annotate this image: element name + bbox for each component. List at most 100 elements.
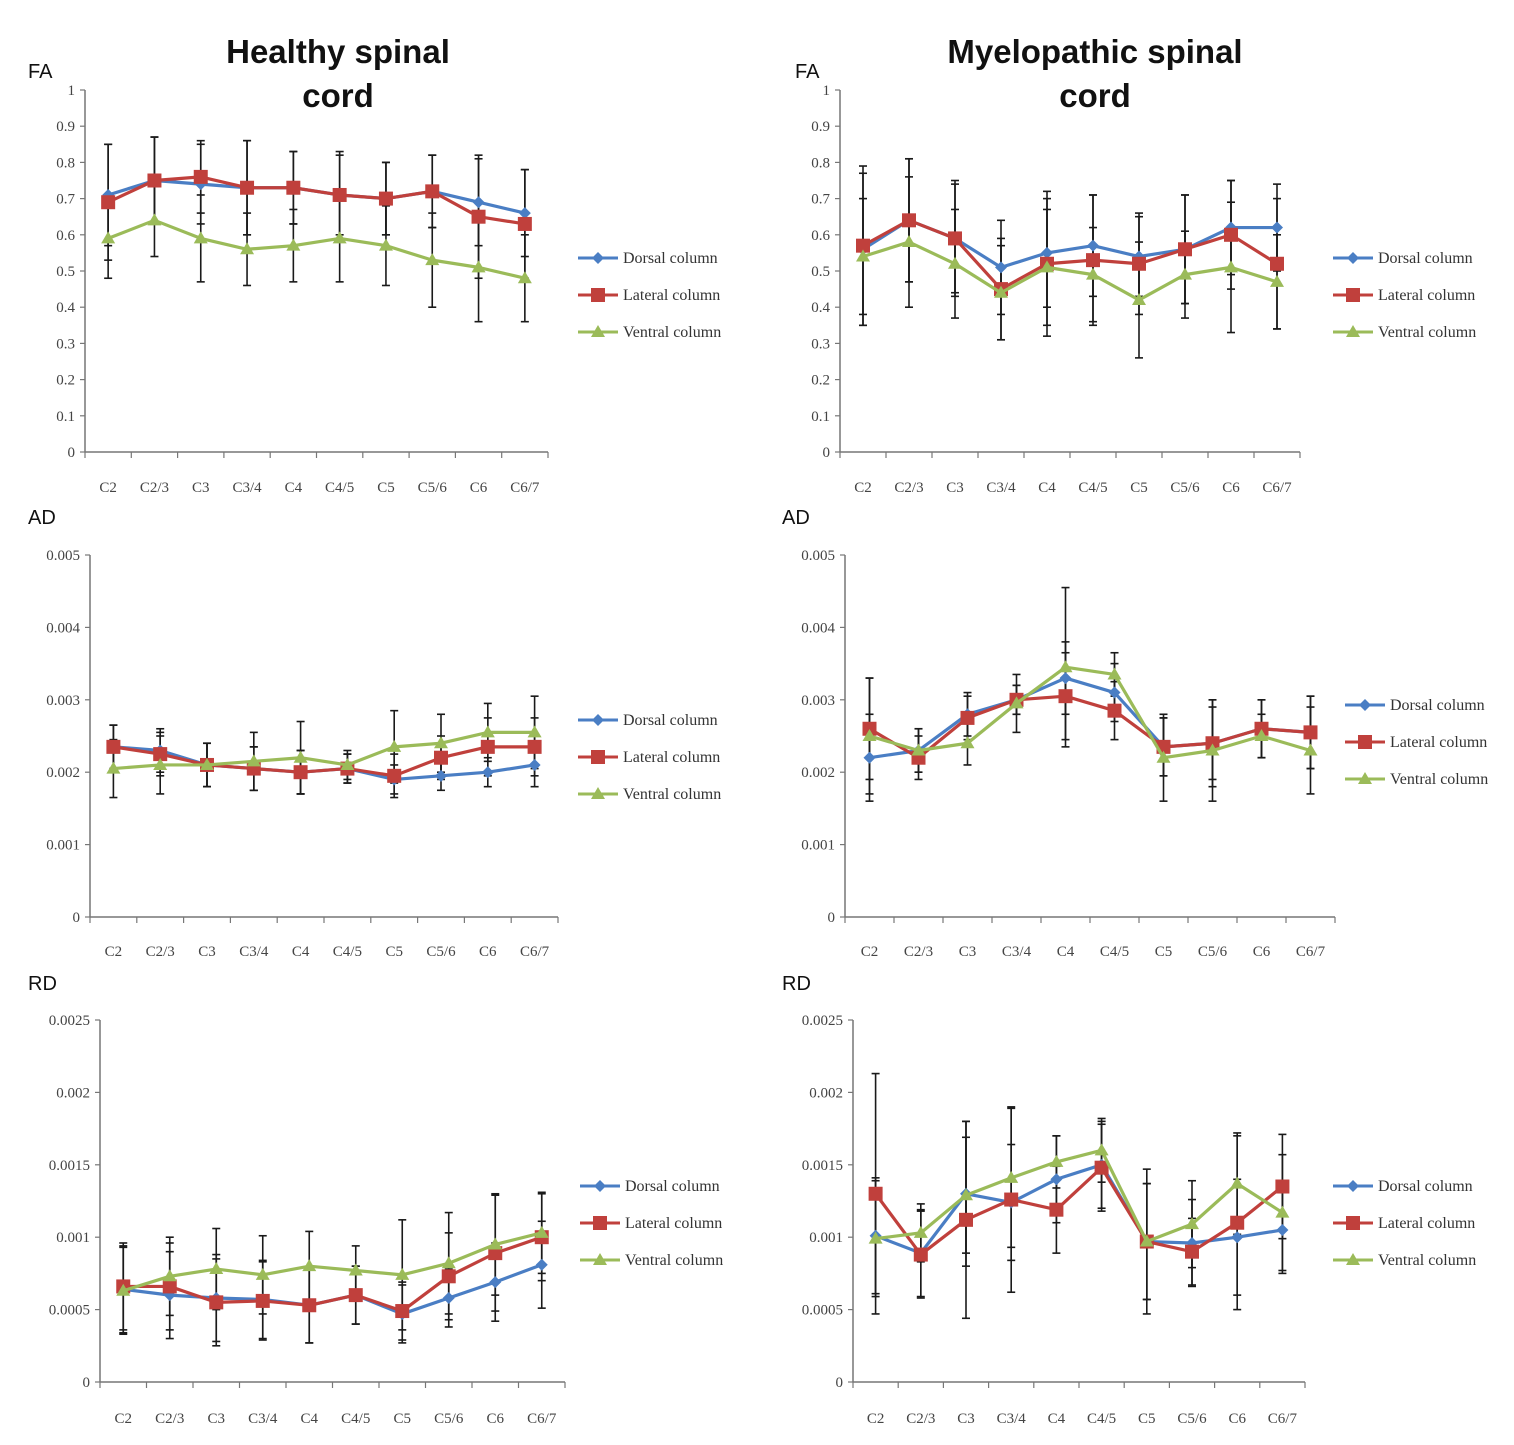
metric-label: RD — [28, 973, 57, 995]
x-tick-label: C2 — [114, 1411, 132, 1427]
y-tick-label: 0.001 — [809, 1230, 843, 1246]
data-point — [162, 1279, 177, 1294]
x-tick-label: C2/3 — [906, 1411, 935, 1427]
data-point — [863, 751, 876, 764]
data-point — [246, 754, 261, 767]
data-point — [434, 750, 448, 765]
data-point — [387, 768, 402, 783]
x-tick-label: C3 — [207, 1411, 225, 1427]
data-point — [488, 1246, 503, 1261]
data-point — [480, 739, 495, 754]
x-tick-label: C5 — [1155, 944, 1173, 960]
y-tick-label: 0 — [83, 1375, 91, 1391]
data-point — [348, 1263, 363, 1276]
y-tick-label: 0.1 — [56, 409, 75, 425]
legend-marker — [1346, 1216, 1360, 1230]
x-tick-label: C3/4 — [232, 480, 262, 496]
x-tick-label: C3 — [198, 944, 216, 960]
y-tick-label: 0.2 — [811, 373, 830, 389]
data-point — [1004, 1192, 1019, 1207]
y-tick-label: 0.3 — [56, 336, 75, 352]
legend-label: Lateral column — [623, 749, 720, 766]
data-point — [1086, 267, 1100, 280]
data-point — [1156, 750, 1171, 763]
legend-marker — [1346, 1253, 1360, 1265]
y-tick-label: 0.5 — [56, 264, 75, 280]
legend-marker — [1346, 288, 1360, 302]
data-point — [948, 231, 962, 246]
data-point — [1254, 721, 1269, 736]
x-tick-label: C3 — [957, 1411, 975, 1427]
data-point — [862, 721, 877, 736]
data-point — [387, 739, 402, 752]
x-tick-label: C3/4 — [997, 1411, 1027, 1427]
y-tick-label: 0.4 — [56, 300, 75, 316]
chart-myelopathic-rd: RD 0 0.0005 0.001 0.0015 0.002 0.0025 C2 C2/3 C3 C… — [782, 973, 1476, 1427]
y-tick-label: 0.9 — [811, 119, 830, 135]
legend-label: Lateral column — [623, 287, 720, 304]
data-point — [960, 736, 975, 749]
legend-marker — [591, 750, 605, 764]
x-tick-label: C3/4 — [248, 1411, 278, 1427]
x-tick-label: C6 — [470, 480, 488, 496]
y-tick-label: 1 — [823, 83, 831, 99]
legend-marker — [592, 252, 604, 264]
data-point — [1205, 736, 1220, 751]
legend-marker — [1347, 1180, 1359, 1192]
data-point — [902, 213, 916, 228]
x-tick-label: C2 — [854, 480, 872, 496]
series-line — [874, 1166, 1284, 1257]
series-line — [113, 745, 535, 778]
y-tick-label: 0.001 — [801, 838, 835, 854]
x-tick-label: C6/7 — [1262, 480, 1292, 496]
data-point — [147, 173, 162, 188]
data-point — [293, 750, 308, 763]
data-point — [1004, 1170, 1019, 1183]
y-tick-label: 0.8 — [56, 155, 75, 171]
data-point — [1275, 1179, 1290, 1194]
data-point — [348, 1288, 363, 1303]
data-point — [868, 1231, 883, 1244]
data-point — [193, 169, 208, 184]
legend-label: Ventral column — [625, 1252, 723, 1269]
metric-label: FA — [795, 61, 820, 83]
data-point — [959, 1212, 973, 1227]
data-point — [302, 1259, 317, 1272]
legend-marker — [591, 288, 605, 302]
x-tick-label: C4 — [1057, 944, 1075, 960]
x-tick-label: C2/3 — [140, 480, 169, 496]
data-point — [471, 260, 486, 273]
x-tick-label: C3/4 — [239, 944, 269, 960]
data-point — [1205, 743, 1220, 756]
data-point — [1009, 696, 1024, 709]
x-tick-label: C6 — [479, 944, 497, 960]
data-point — [106, 761, 121, 774]
data-point — [153, 747, 168, 762]
data-point — [1224, 227, 1238, 242]
x-tick-label: C5/6 — [1198, 944, 1228, 960]
x-tick-label: C6/7 — [520, 944, 550, 960]
data-point — [209, 1262, 224, 1275]
data-point — [1132, 292, 1146, 305]
legend-label: Lateral column — [1390, 734, 1487, 751]
data-point — [1178, 267, 1192, 280]
y-tick-label: 0.004 — [46, 620, 80, 636]
y-tick-label: 0 — [828, 910, 836, 926]
y-tick-label: 0.001 — [56, 1230, 90, 1246]
x-tick-label: C4/5 — [1078, 480, 1107, 496]
y-tick-label: 0.001 — [46, 838, 80, 854]
data-point — [1139, 1234, 1154, 1247]
healthy-title: Healthy spinal cord — [226, 33, 450, 114]
series-line — [875, 1148, 1284, 1244]
x-tick-label: C2/3 — [155, 1411, 184, 1427]
x-tick-label: C2 — [105, 944, 123, 960]
data-point — [960, 710, 975, 725]
legend-marker — [1347, 252, 1359, 264]
data-point — [471, 209, 486, 224]
legend-label: Dorsal column — [625, 1178, 720, 1195]
legend-label: Ventral column — [1390, 771, 1488, 788]
data-point — [425, 253, 440, 266]
x-tick-label: C4 — [292, 944, 310, 960]
data-point — [481, 766, 494, 779]
